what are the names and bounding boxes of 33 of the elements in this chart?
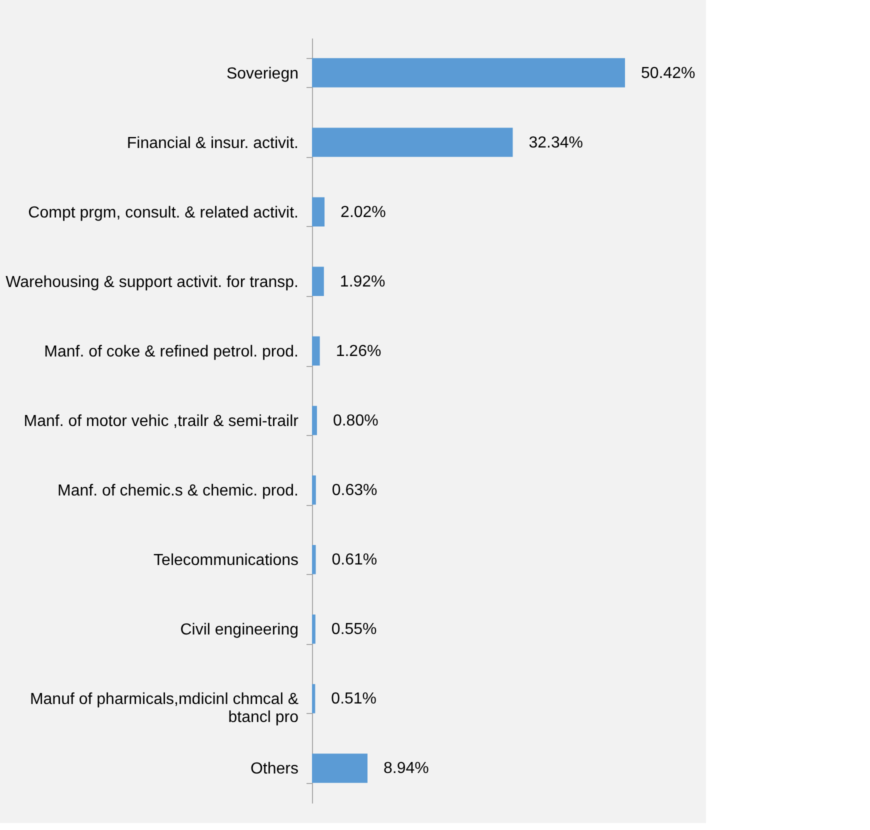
data-label: 0.51% [331,690,377,708]
y-tick-label: Financial & insur. activit. [126,134,298,152]
data-label: 1.26% [336,342,382,360]
data-label: 32.34% [528,134,584,152]
y-tick-label: Warehousing & support activit. for transp. [6,274,298,291]
y-tick-label: Others [250,760,298,778]
bar [312,406,317,436]
data-label: 0.80% [332,412,378,430]
bar [312,754,368,783]
bar [312,544,316,574]
y-tick-label: Manf. of motor vehic ,trailr & semi-trailr [24,413,300,430]
data-label: 1.92% [340,273,386,290]
y-tick-label: Manf. of coke & refined petrol. prod. [44,343,298,360]
y-tick-label: Soveriegn [226,65,298,82]
bar [312,58,625,88]
data-label: 0.55% [331,621,377,638]
bar [312,266,324,296]
y-tick-label: Telecommunications [154,552,298,570]
y-tick-label: Manuf of pharmicals,mdicinl chmcal & btancl pro [30,691,299,726]
data-label: 50.42% [641,64,696,82]
y-tick-label: Compt prgm, consult. & related activit. [28,204,298,222]
data-label: 0.61% [332,552,378,569]
bar [312,614,316,644]
data-label: 2.02% [340,204,386,221]
bar [312,475,316,505]
data-label: 8.94% [384,760,429,778]
bar [312,336,320,366]
bar [312,684,316,714]
data-label: 0.63% [332,482,378,500]
y-tick-label: Manf. of chemic.s & chemic. prod. [58,482,298,500]
bar [312,197,325,226]
y-tick-label: Civil engineering [180,622,298,639]
bar [312,128,513,157]
